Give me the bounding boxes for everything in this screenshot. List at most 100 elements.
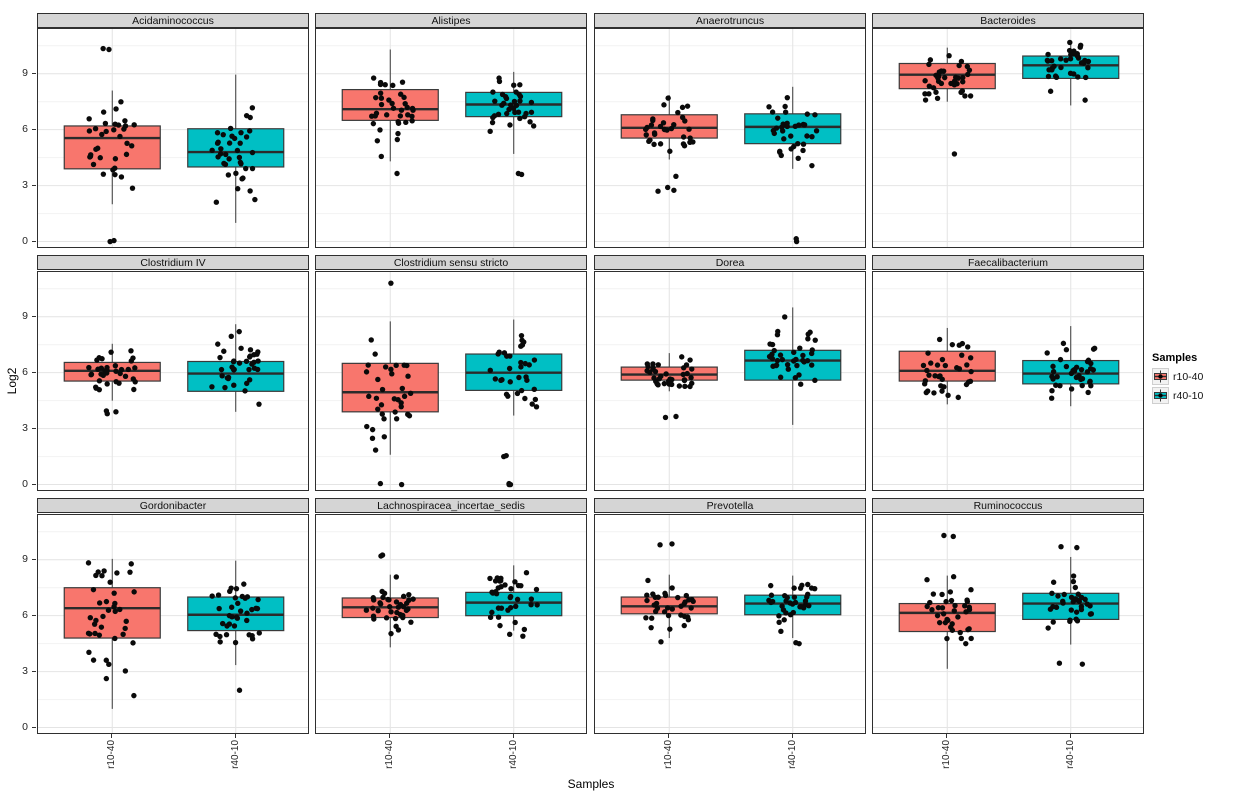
y-axis-title: Log2 [5,367,19,395]
x-tick-mark [389,734,390,738]
facet-title: Clostridium sensu stricto [393,256,509,269]
panel-plot-area [38,29,308,247]
jitter-points-r10-40 [85,560,137,699]
jitter-points-r40-10 [1045,543,1095,667]
panel-plot-area [595,515,865,733]
jitter-points-r10-40 [363,552,416,637]
facet-strip: Bacteroides [872,13,1144,28]
legend: Samples r10-40 r40-10 [1152,352,1203,406]
facet-panel [315,514,587,734]
y-tick-label: 0 [22,478,28,490]
y-tick-mark [32,316,36,317]
boxplot-r10-40 [63,90,161,205]
facet-panel [594,514,866,734]
jitter-points-r10-40 [86,348,138,417]
facet-title: Ruminococcus [973,499,1043,512]
gridlines [873,515,1143,733]
boxplot-r40-10 [465,319,563,416]
boxplot-r40-10 [465,565,563,631]
gridlines [316,29,586,247]
facet-strip: Clostridium IV [37,255,309,270]
jitter-points-r40-10 [766,94,820,245]
panel-plot-area [38,515,308,733]
panel-plot-area [595,272,865,490]
facet-strip: Prevotella [594,498,866,513]
boxplot-r40-10 [744,86,842,169]
panel-plot-area [316,29,586,247]
y-tick-label: 0 [22,721,28,733]
x-tick-label: r10-40 [106,740,117,769]
jitter-points-r40-10 [487,332,540,488]
y-tick-label: 6 [22,609,28,621]
panel-plot-area [873,29,1143,247]
jitter-points-r10-40 [920,336,974,401]
facet-title: Alistipes [431,14,471,27]
boxplot-r40-10 [187,560,285,666]
legend-label: r40-10 [1173,389,1204,402]
facet-title: Anaerotruncus [695,14,765,27]
y-tick-mark [32,484,36,485]
jitter-points-r40-10 [209,328,262,407]
jitter-points-r40-10 [209,105,258,205]
boxplot-r40-10 [1022,556,1120,645]
facet-strip: Dorea [594,255,866,270]
y-tick-label: 9 [22,310,28,322]
jitter-points-r40-10 [487,75,537,178]
jitter-points-r40-10 [766,581,818,647]
facet-strip: Acidaminococcus [37,13,309,28]
x-tick-label: r10-40 [941,740,952,769]
legend-entry-r40-10: r40-10 [1152,387,1203,404]
jitter-points-r40-10 [1044,39,1092,103]
x-tick-label: r40-10 [230,740,241,769]
boxplot-r40-10 [187,74,285,223]
y-tick-mark [32,559,36,560]
facet-panel [37,514,309,734]
legend-key-boxplot-icon [1152,368,1169,385]
gridlines [595,515,865,733]
jitter-points-r10-40 [644,354,695,421]
facet-panel [872,271,1144,491]
y-tick-mark [32,185,36,186]
facet-strip: Faecalibacterium [872,255,1144,270]
jitter-points-r10-40 [922,53,974,157]
facet-title: Prevotella [706,499,754,512]
jitter-points-r40-10 [209,581,262,693]
facet-panel [37,28,309,248]
y-tick-label: 6 [22,366,28,378]
y-tick-label: 3 [22,422,28,434]
facet-title: Lachnospiracea_incertae_sedis [377,499,525,512]
facet-title: Dorea [715,256,745,269]
panel-plot-area [38,272,308,490]
x-axis-title: Samples [567,777,615,791]
facet-title: Bacteroides [980,14,1036,27]
y-tick-label: 6 [22,123,28,135]
x-tick-label: r10-40 [384,740,395,769]
boxplot-r40-10 [744,307,842,425]
facet-strip: Lachnospiracea_incertae_sedis [315,498,587,513]
x-tick-mark [513,734,514,738]
legend-label: r10-40 [1173,370,1204,383]
jitter-points-r10-40 [924,532,974,647]
x-tick-label: r10-40 [663,740,674,769]
boxplot-r10-40 [898,47,996,102]
y-tick-mark [32,615,36,616]
facet-title: Faecalibacterium [968,256,1048,269]
y-tick-label: 9 [22,67,28,79]
facet-panel [37,271,309,491]
y-tick-mark [32,428,36,429]
panel-plot-area [873,515,1143,733]
facet-title: Clostridium IV [140,256,206,269]
facet-title: Gordonibacter [139,499,207,512]
legend-entry-r10-40: r10-40 [1152,368,1203,385]
jitter-points-r10-40 [642,95,696,194]
facet-panel [872,28,1144,248]
y-tick-mark [32,129,36,130]
facet-panel [872,514,1144,734]
jitter-points-r10-40 [369,75,416,177]
boxplot-r10-40 [341,321,439,455]
x-tick-mark [111,734,112,738]
y-tick-label: 3 [22,665,28,677]
y-tick-mark [32,73,36,74]
boxplot-r40-10 [744,575,842,639]
x-tick-mark [792,734,793,738]
